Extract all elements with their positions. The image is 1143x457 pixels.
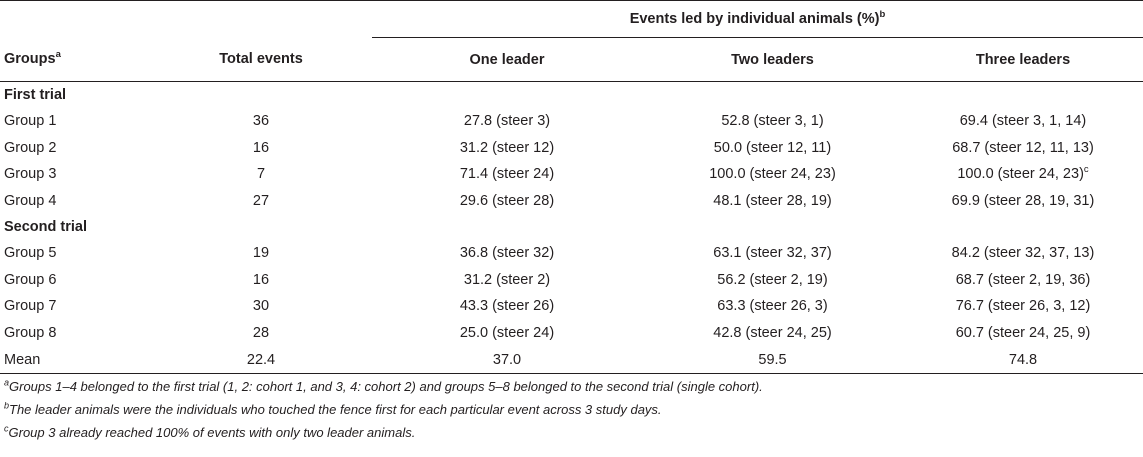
section-title: Second trial <box>4 219 87 235</box>
two-leaders-cell: 56.2 (steer 2, 19) <box>717 271 828 288</box>
footnote: aGroups 1–4 belonged to the first trial … <box>4 377 763 394</box>
three-leaders-cell: 60.7 (steer 24, 25, 9) <box>955 324 1091 341</box>
table-row: Group 6 16 31.2 (steer 2) 56.2 (steer 2, 19… <box>0 267 1143 294</box>
mean-row: Mean 22.4 37.0 59.5 74.8 <box>0 346 1143 374</box>
leadership-table: Events led by individual animals (%)b Gr… <box>0 0 1143 374</box>
group-cell: Group 6 <box>4 271 57 288</box>
mean-label: Mean <box>0 346 150 374</box>
table-body: First trial Group 1 36 27.8 (steer 3) 52.8 (… <box>0 82 1143 374</box>
two-leaders-cell: 63.3 (steer 26, 3) <box>717 298 828 315</box>
table-row: Group 2 16 31.2 (steer 12) 50.0 (steer 12, … <box>0 135 1143 162</box>
group-cell: Group 2 <box>4 139 57 156</box>
group-cell: Group 4 <box>4 192 57 209</box>
footnotes: aGroups 1–4 belonged to the first trial … <box>4 375 763 444</box>
two-leaders-cell: 42.8 (steer 24, 25) <box>713 324 832 341</box>
table-row: Group 4 27 29.6 (steer 28) 48.1 (steer 28, … <box>0 188 1143 215</box>
group-cell: Group 8 <box>4 324 57 341</box>
two-leaders-cell: 63.1 (steer 32, 37) <box>713 245 832 262</box>
span-header: Events led by individual animals (%)b <box>372 0 1143 38</box>
two-leaders-cell: 48.1 (steer 28, 19) <box>713 192 832 209</box>
one-leader-cell: 43.3 (steer 26) <box>459 298 555 315</box>
one-leader-cell: 25.0 (steer 24) <box>459 324 555 341</box>
one-leader-cell: 71.4 (steer 24) <box>459 166 555 183</box>
group-cell: Group 7 <box>4 298 57 315</box>
one-leader-cell: 29.6 (steer 28) <box>459 192 555 209</box>
total-cell: 16 <box>252 271 270 288</box>
three-leaders-cell: 100.0 (steer 24, 23)c <box>957 164 1089 183</box>
two-leaders-cell: 50.0 (steer 12, 11) <box>713 139 832 156</box>
footnote: bThe leader animals were the individuals… <box>4 400 662 417</box>
total-cell: 27 <box>252 192 270 209</box>
three-leaders-header: Three leaders <box>903 37 1143 82</box>
one-leader-header: One leader <box>372 37 642 82</box>
three-leaders-cell: 84.2 (steer 32, 37, 13) <box>951 245 1095 262</box>
three-leaders-cell: 68.7 (steer 12, 11, 13) <box>952 139 1094 156</box>
groups-header: Groupsa <box>0 37 150 82</box>
section-title: First trial <box>4 87 67 103</box>
three-leaders-cell: 76.7 (steer 26, 3, 12) <box>955 298 1091 315</box>
group-cell: Group 5 <box>4 245 57 262</box>
total-cell: 16 <box>252 139 270 156</box>
table-row: Group 1 36 27.8 (steer 3) 52.8 (steer 3, 1)… <box>0 108 1143 135</box>
three-leaders-cell: 68.7 (steer 2, 19, 36) <box>955 271 1091 288</box>
table-row: Group 3 7 71.4 (steer 24) 100.0 (steer 24, … <box>0 161 1143 188</box>
two-leaders-cell: 52.8 (steer 3, 1) <box>721 113 824 130</box>
one-leader-cell: 31.2 (steer 2) <box>463 271 551 288</box>
one-leader-cell: 36.8 (steer 32) <box>459 245 555 262</box>
total-cell: 7 <box>256 166 266 183</box>
mean-three: 74.8 <box>903 346 1143 374</box>
mean-one: 37.0 <box>372 346 642 374</box>
total-cell: 30 <box>252 298 270 315</box>
group-cell: Group 1 <box>4 113 57 130</box>
mean-two: 59.5 <box>642 346 903 374</box>
section-row: First trial <box>0 82 1143 109</box>
header-row-span: Events led by individual animals (%)b <box>0 0 1143 38</box>
table-row: Group 7 30 43.3 (steer 26) 63.3 (steer 26, … <box>0 293 1143 320</box>
two-leaders-cell: 100.0 (steer 24, 23) <box>709 166 836 183</box>
table-row: Group 8 28 25.0 (steer 24) 42.8 (steer 24, … <box>0 320 1143 347</box>
total-cell: 19 <box>252 245 270 262</box>
total-cell: 36 <box>252 113 270 130</box>
footnote: cGroup 3 already reached 100% of events … <box>4 423 416 440</box>
three-leaders-cell: 69.4 (steer 3, 1, 14) <box>959 113 1087 130</box>
table-row: Group 5 19 36.8 (steer 32) 63.1 (steer 32, … <box>0 240 1143 267</box>
group-cell: Group 3 <box>4 166 57 183</box>
header-row-columns: Groupsa Total events One leader Two lead… <box>0 37 1143 82</box>
one-leader-cell: 31.2 (steer 12) <box>459 139 555 156</box>
section-row: Second trial <box>0 214 1143 240</box>
three-leaders-cell: 69.9 (steer 28, 19, 31) <box>951 192 1095 209</box>
one-leader-cell: 27.8 (steer 3) <box>463 113 551 130</box>
two-leaders-header: Two leaders <box>642 37 903 82</box>
total-header: Total events <box>150 37 372 82</box>
total-cell: 28 <box>252 324 270 341</box>
mean-total: 22.4 <box>150 346 372 374</box>
